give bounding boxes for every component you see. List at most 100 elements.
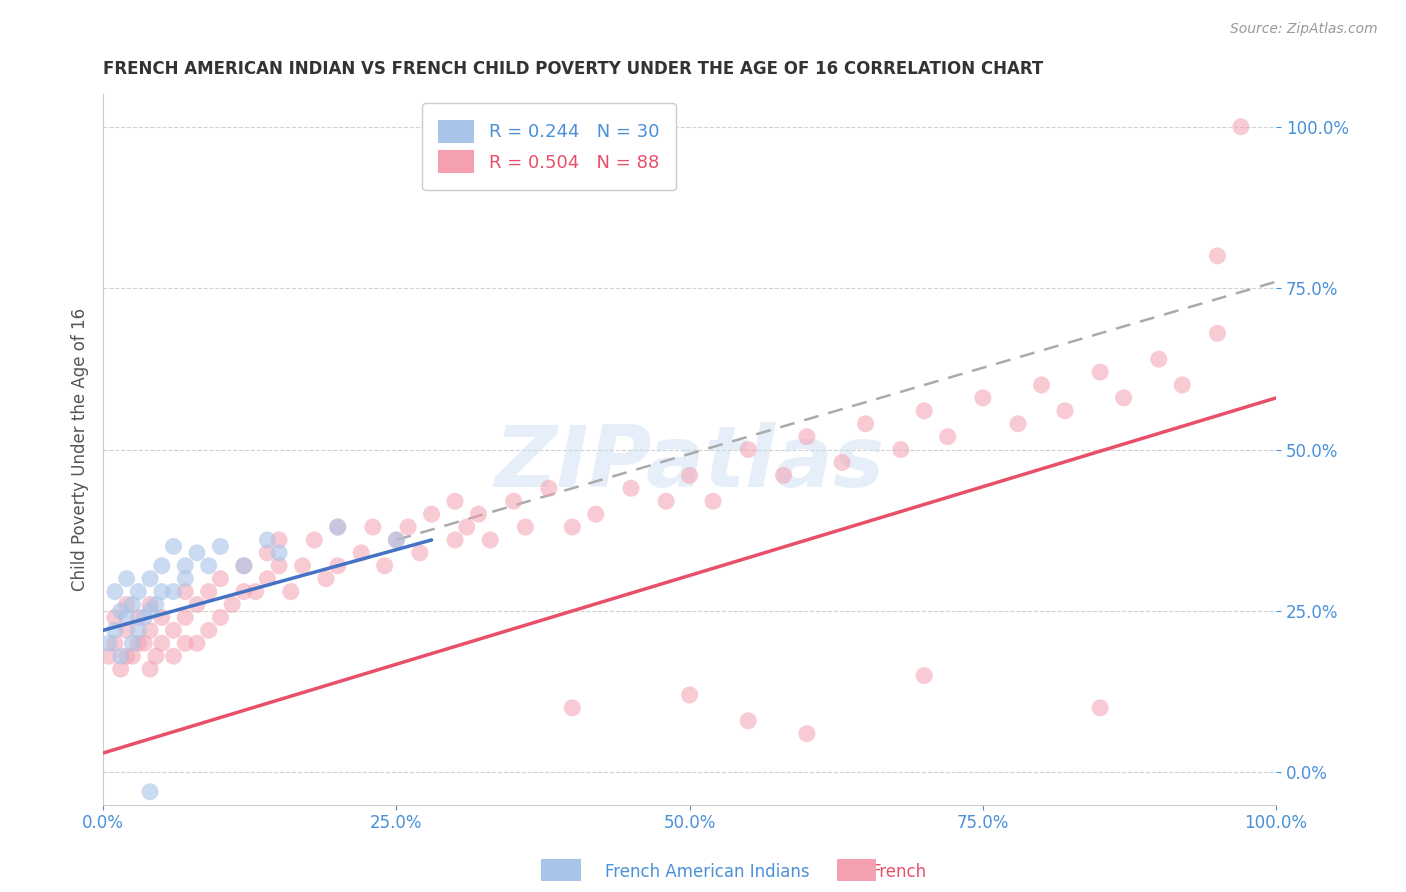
Point — [1031, 378, 1053, 392]
Point — [1112, 391, 1135, 405]
Point — [139, 785, 162, 799]
Text: French: French — [872, 863, 927, 881]
Point — [104, 610, 127, 624]
Point — [98, 649, 121, 664]
Point — [585, 507, 607, 521]
Point — [291, 558, 314, 573]
Point — [479, 533, 502, 547]
Point — [121, 598, 143, 612]
Point — [702, 494, 724, 508]
Point — [912, 404, 935, 418]
Point — [444, 494, 467, 508]
Text: ZIPatlas: ZIPatlas — [495, 422, 884, 505]
Point — [139, 624, 162, 638]
Point — [150, 610, 173, 624]
Legend: R = 0.244   N = 30, R = 0.504   N = 88: R = 0.244 N = 30, R = 0.504 N = 88 — [422, 103, 676, 190]
Point — [655, 494, 678, 508]
Point — [515, 520, 537, 534]
Point — [796, 726, 818, 740]
Point — [121, 649, 143, 664]
Point — [350, 546, 373, 560]
Point — [267, 558, 290, 573]
Point — [115, 598, 138, 612]
Point — [326, 520, 349, 534]
Point — [1007, 417, 1029, 431]
Point — [361, 520, 384, 534]
Point — [139, 598, 162, 612]
Point — [186, 546, 208, 560]
Point — [1230, 120, 1253, 134]
Point — [162, 540, 184, 554]
Point — [1206, 326, 1229, 341]
Point — [232, 558, 254, 573]
Point — [197, 558, 219, 573]
Point — [267, 546, 290, 560]
Point — [420, 507, 443, 521]
Point — [737, 442, 759, 457]
Point — [150, 558, 173, 573]
Point — [912, 668, 935, 682]
Point — [145, 598, 167, 612]
Point — [267, 533, 290, 547]
Text: Source: ZipAtlas.com: Source: ZipAtlas.com — [1230, 22, 1378, 37]
Point — [315, 572, 337, 586]
Point — [197, 584, 219, 599]
Point — [110, 649, 132, 664]
Point — [197, 624, 219, 638]
Point — [385, 533, 408, 547]
Point — [855, 417, 877, 431]
Point — [467, 507, 489, 521]
Point — [890, 442, 912, 457]
Point — [127, 624, 149, 638]
Point — [561, 701, 583, 715]
Point — [139, 572, 162, 586]
Point — [620, 481, 643, 495]
Point — [280, 584, 302, 599]
Point — [385, 533, 408, 547]
Point — [396, 520, 419, 534]
Point — [134, 636, 156, 650]
Point — [502, 494, 524, 508]
Point — [1147, 352, 1170, 367]
Y-axis label: Child Poverty Under the Age of 16: Child Poverty Under the Age of 16 — [72, 308, 89, 591]
Point — [174, 636, 197, 650]
Point — [256, 572, 278, 586]
Point — [174, 610, 197, 624]
Point — [796, 430, 818, 444]
Point — [232, 584, 254, 599]
Point — [678, 468, 700, 483]
Text: French American Indians: French American Indians — [605, 863, 810, 881]
Point — [110, 662, 132, 676]
Point — [150, 636, 173, 650]
Point — [145, 649, 167, 664]
Point — [772, 468, 794, 483]
Point — [304, 533, 326, 547]
Point — [737, 714, 759, 728]
Point — [972, 391, 994, 405]
Point — [174, 572, 197, 586]
Point — [1171, 378, 1194, 392]
Point — [537, 481, 560, 495]
Point — [245, 584, 267, 599]
Point — [104, 624, 127, 638]
Point — [936, 430, 959, 444]
Point — [374, 558, 396, 573]
Point — [209, 610, 232, 624]
Point — [104, 584, 127, 599]
Point — [221, 598, 243, 612]
Point — [127, 636, 149, 650]
Point — [110, 604, 132, 618]
Point — [127, 610, 149, 624]
Point — [104, 636, 127, 650]
Point — [127, 584, 149, 599]
Point — [98, 636, 121, 650]
Point — [115, 572, 138, 586]
Point — [139, 662, 162, 676]
Point — [256, 546, 278, 560]
Point — [186, 636, 208, 650]
Point — [456, 520, 478, 534]
Point — [326, 520, 349, 534]
Point — [561, 520, 583, 534]
Point — [162, 584, 184, 599]
Point — [209, 540, 232, 554]
